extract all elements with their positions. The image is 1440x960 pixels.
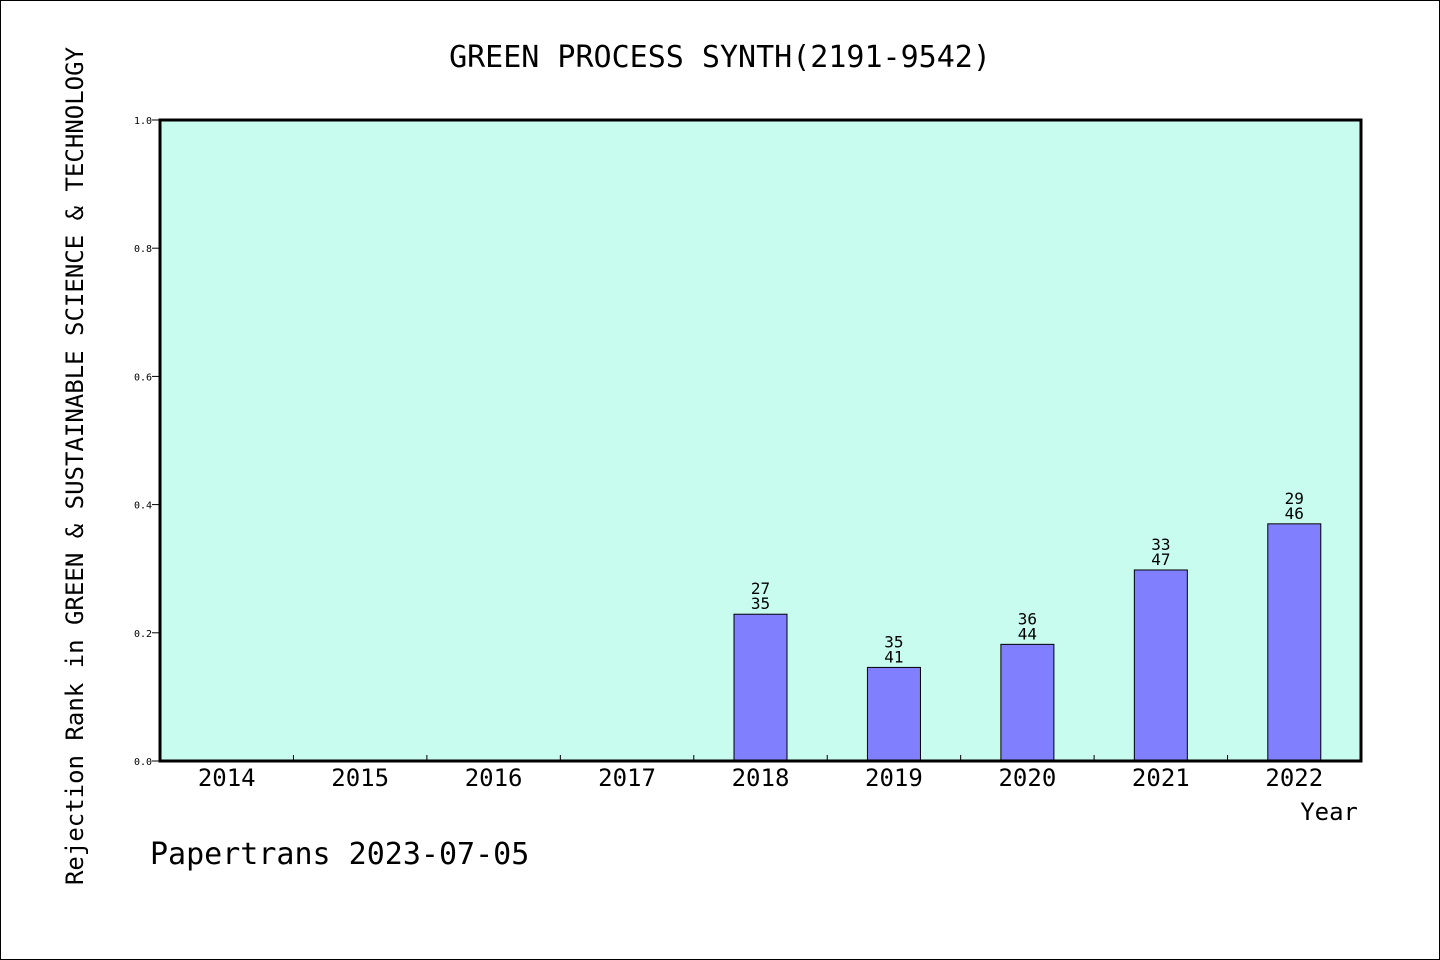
bar-2018 [733, 613, 788, 762]
y-axis-label: Rejection Rank in GREEN & SUSTAINABLE SC… [61, 46, 89, 885]
x-axis-label: Year [1300, 798, 1358, 826]
bar-2020 [1000, 643, 1055, 762]
chart-title: GREEN PROCESS SYNTH(2191-9542) [449, 40, 991, 75]
data-label-total: 46 [1285, 504, 1304, 523]
data-label-total: 41 [884, 647, 903, 666]
data-label-total: 47 [1151, 550, 1170, 569]
y-tick-label: 0.8 [134, 244, 152, 255]
x-tick-label: 2017 [598, 764, 656, 792]
data-label-total: 44 [1018, 624, 1037, 643]
x-tick-label: 2015 [331, 764, 389, 792]
data-label-total: 35 [751, 594, 770, 613]
x-tick-label: 2016 [465, 764, 523, 792]
y-axis-ticks: 0.0 0.2 0.4 0.6 0.8 1.0 [134, 116, 160, 768]
x-axis-ticks: 2014 2015 2016 2017 2018 2019 2020 2021 2022 [198, 755, 1323, 792]
x-tick-label: 2022 [1265, 764, 1323, 792]
y-tick-label: 0.2 [134, 629, 152, 640]
bar-2019 [866, 666, 921, 762]
bar-2022 [1267, 523, 1322, 762]
y-tick-label: 1.0 [134, 116, 152, 127]
data-label-rank: 29 [1285, 489, 1304, 508]
bars-group [733, 523, 1322, 762]
y-tick-label: 0.0 [134, 757, 152, 768]
x-tick-label: 2021 [1132, 764, 1190, 792]
data-label-rank: 36 [1018, 609, 1037, 628]
data-label-rank: 35 [884, 632, 903, 651]
x-tick-label: 2014 [198, 764, 256, 792]
bar-2021 [1133, 569, 1188, 762]
x-tick-label: 2018 [732, 764, 790, 792]
footer-credit: Papertrans 2023-07-05 [150, 837, 529, 872]
plot-border [158, 118, 1363, 763]
x-tick-label: 2020 [998, 764, 1056, 792]
x-tick-label: 2019 [865, 764, 923, 792]
data-label-rank: 27 [751, 579, 770, 598]
y-tick-label: 0.6 [134, 372, 152, 383]
y-tick-label: 0.4 [134, 501, 152, 512]
data-label-rank: 33 [1151, 535, 1170, 554]
